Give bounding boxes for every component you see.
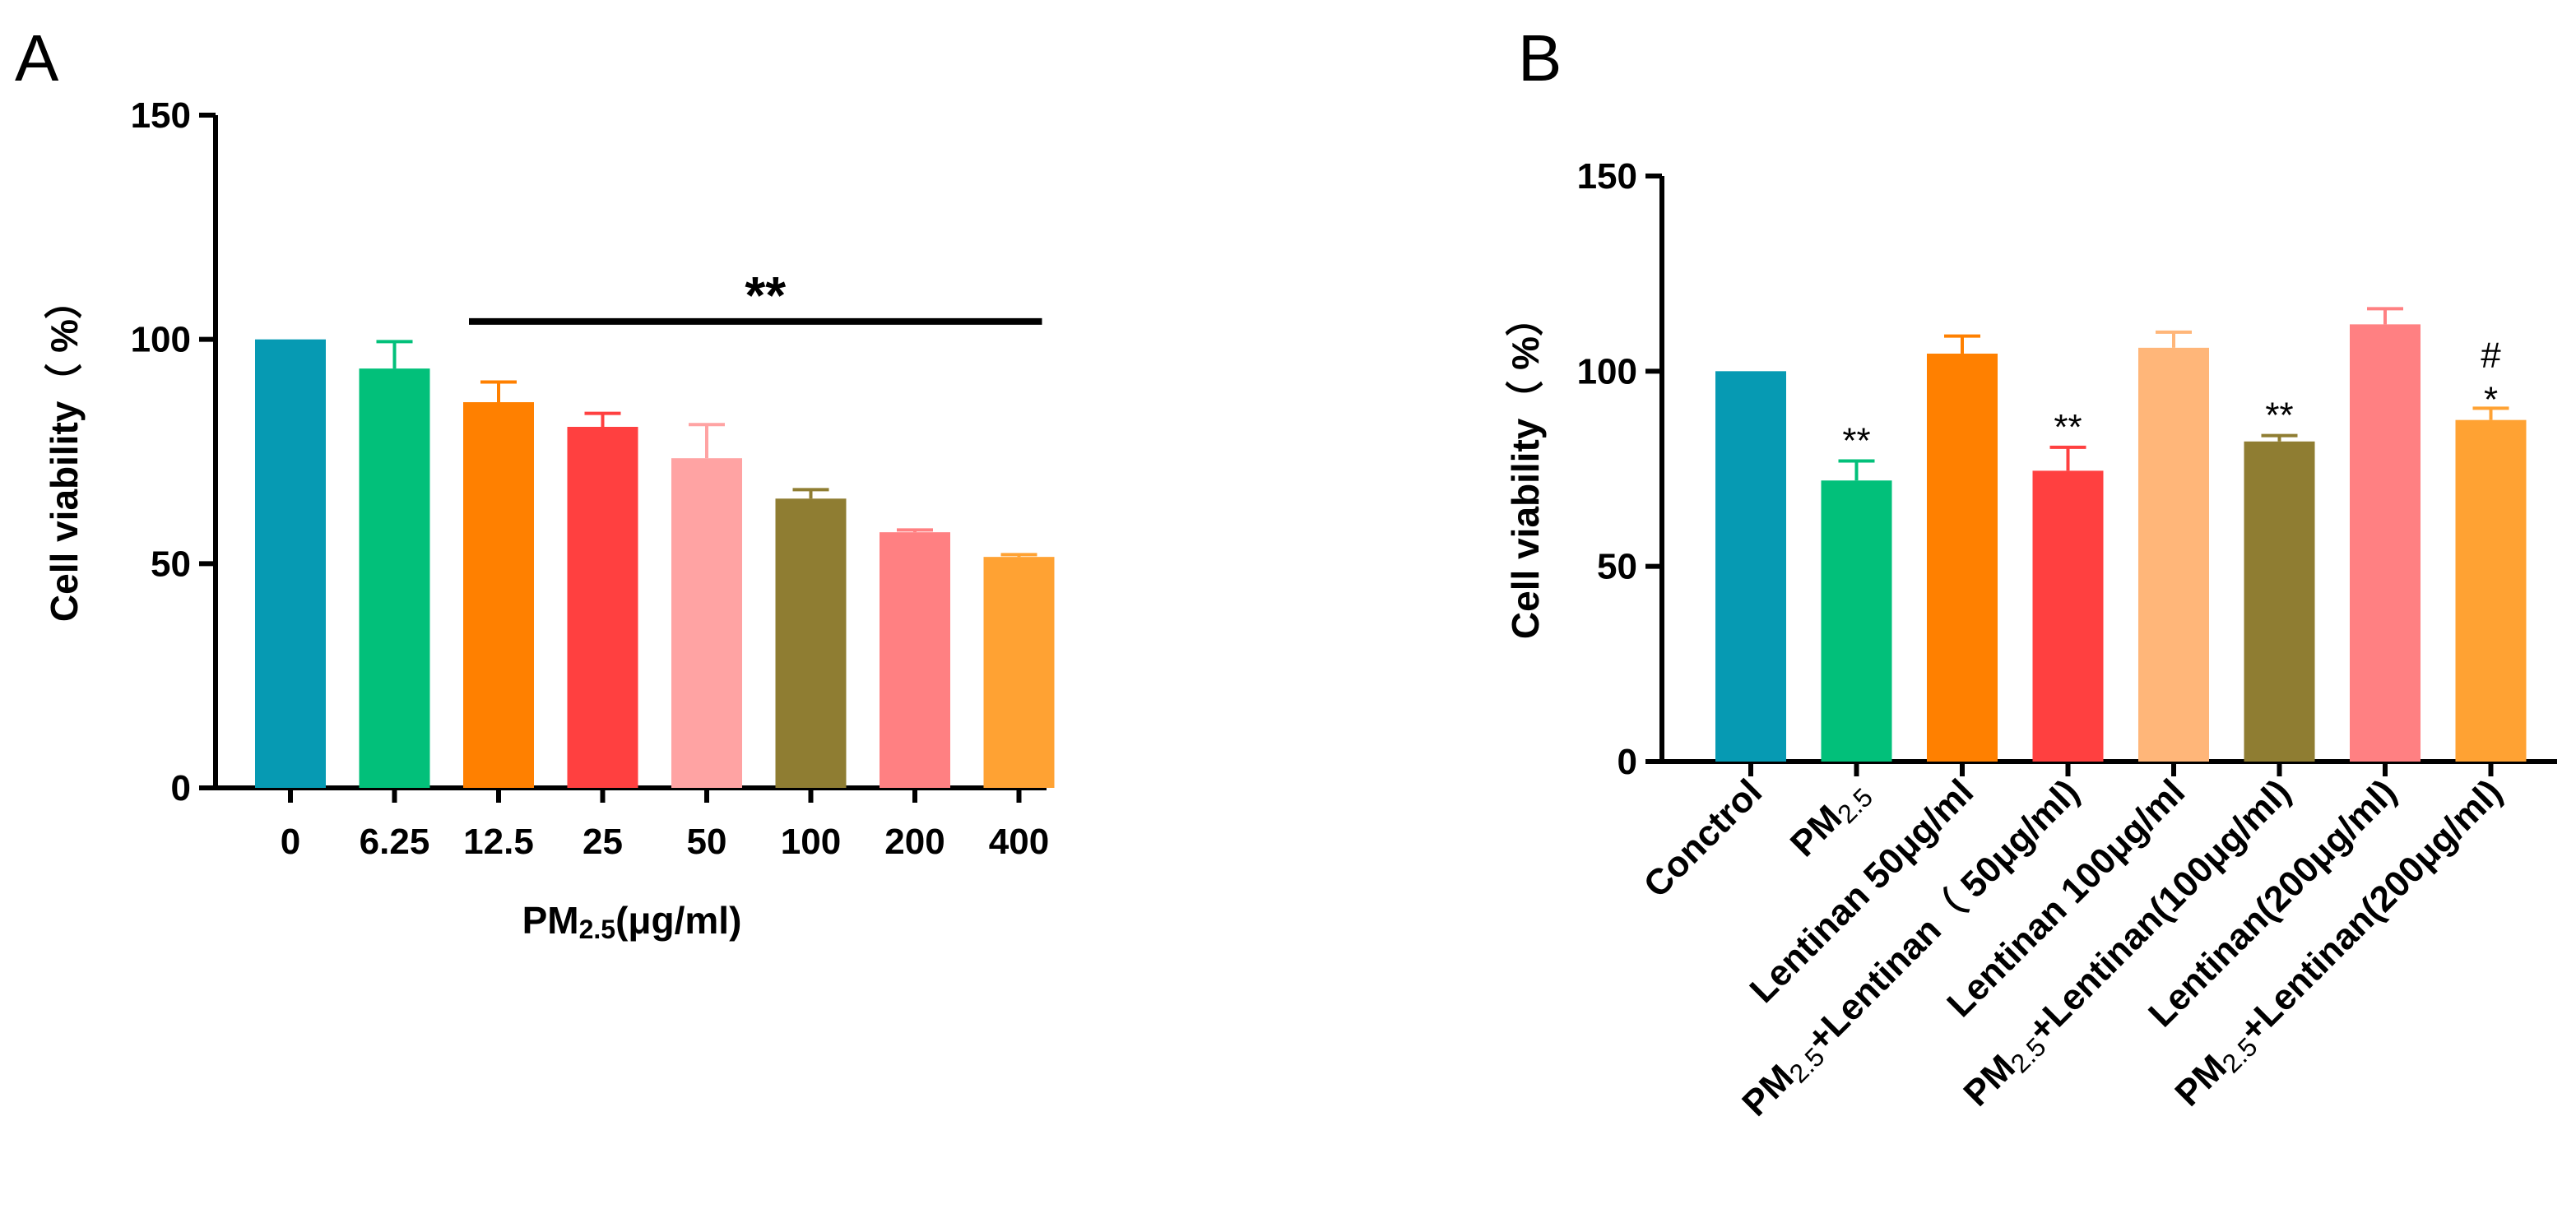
bar <box>2350 324 2421 762</box>
x-tick-label: 0 <box>281 822 300 862</box>
bar <box>1821 480 1892 762</box>
panel-label-b: B <box>1518 21 1562 95</box>
x-tick-label: 50 <box>687 822 727 862</box>
x-tick-label: 200 <box>884 822 945 862</box>
x-tick-label: Conctrol <box>1636 771 1771 905</box>
y-axis-title: Cell viability（ %） <box>43 281 86 622</box>
bar <box>1927 353 1998 762</box>
x-tick-label: 400 <box>989 822 1049 862</box>
y-tick-label: 0 <box>171 768 191 808</box>
bar <box>359 368 430 788</box>
x-tick-label: 25 <box>583 822 623 862</box>
bar <box>2455 419 2527 762</box>
bar <box>2138 347 2209 762</box>
significance-label: ** <box>2054 407 2082 447</box>
bar <box>880 532 950 788</box>
chart-b: 0 50 100 150 Cell viability（ %） Conctrol PM2.5… <box>1504 156 2557 1124</box>
bar <box>671 458 742 788</box>
y-tick-label: 100 <box>1577 351 1637 391</box>
significance-label: ** <box>1842 421 1870 461</box>
panel-label-a: A <box>15 21 59 95</box>
significance-label: # <box>2481 335 2501 375</box>
x-tick-label: 6.25 <box>360 822 430 862</box>
x-tick-label: 100 <box>781 822 841 862</box>
bar <box>567 427 638 788</box>
y-tick-label: 150 <box>131 95 191 136</box>
significance-label: ** <box>745 266 786 325</box>
bar <box>463 402 534 788</box>
y-tick-label: 100 <box>131 320 191 360</box>
significance-label: * <box>2484 379 2498 419</box>
y-tick-label: 50 <box>151 544 191 584</box>
chart-a: 0 50 100 150 Cell viability（ %） 0 6.25 12.5 25 50… <box>43 95 1055 944</box>
bar <box>2032 470 2104 762</box>
x-axis-title: PM2.5(μg/ml) <box>522 899 742 944</box>
y-tick-label: 50 <box>1597 547 1637 587</box>
bar <box>2244 441 2315 762</box>
bar <box>775 498 847 788</box>
x-tick-label: 12.5 <box>463 822 534 862</box>
y-tick-label: 0 <box>1618 742 1637 782</box>
bar <box>1715 371 1786 762</box>
significance-label: ** <box>2265 396 2293 436</box>
y-axis-title: Cell viability（ %） <box>1504 299 1547 639</box>
x-tick-label: PM2.5 <box>1783 771 1878 867</box>
bar <box>983 557 1055 788</box>
y-tick-label: 150 <box>1577 156 1637 197</box>
bar <box>255 339 326 789</box>
